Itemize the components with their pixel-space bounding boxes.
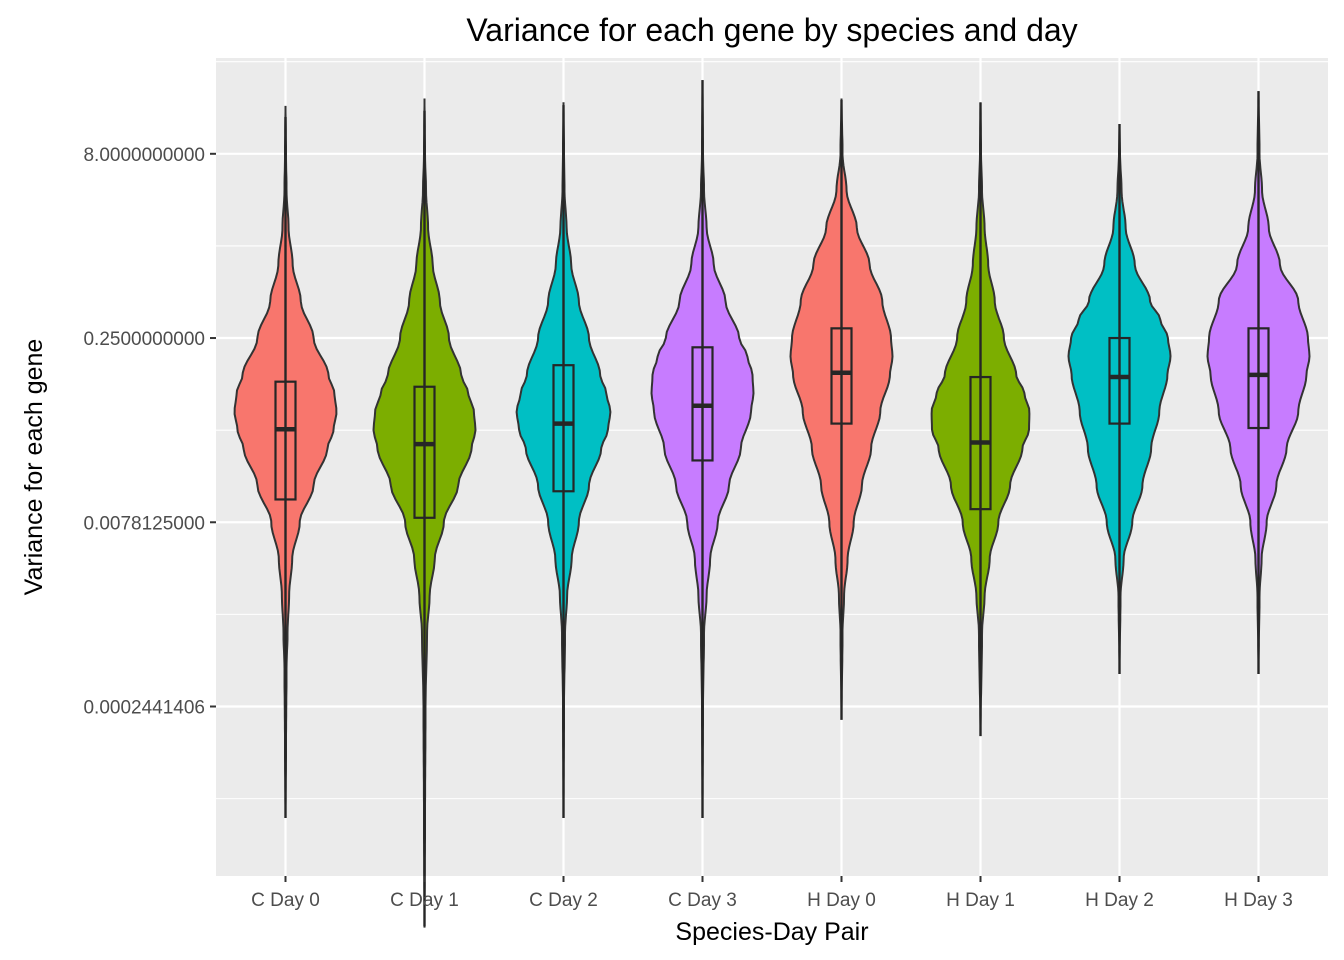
y-axis-ticks: 0.0002441406 0.0078125000 0.2500000000 8.00… [83, 145, 216, 719]
x-axis-title: Species-Day Pair [675, 918, 868, 946]
x-tick-label: C Day 2 [529, 890, 598, 911]
violin-c-day-0 [233, 105, 338, 818]
violin-c-day-2 [515, 102, 612, 818]
violin-h-day-1 [930, 102, 1031, 737]
violin-h-day-2 [1067, 124, 1172, 674]
iqr-box [830, 327, 853, 425]
iqr-box [552, 364, 575, 493]
y-tick-label: 0.0002441406 [83, 698, 205, 719]
panel-background [216, 58, 1328, 876]
x-tick-label: H Day 2 [1085, 890, 1154, 911]
violin-h-day-3 [1206, 91, 1311, 674]
x-tick-label: H Day 3 [1224, 890, 1293, 911]
chart-title: Variance for each gene by species and da… [466, 12, 1077, 48]
y-axis-title: Variance for each gene [20, 339, 48, 596]
x-tick-label: H Day 0 [807, 890, 876, 911]
x-tick-label: C Day 1 [390, 890, 459, 911]
violin-h-day-0 [789, 98, 894, 720]
y-tick-label: 8.0000000000 [83, 145, 205, 166]
iqr-box [1108, 336, 1131, 425]
violin-c-day-1 [372, 98, 477, 928]
x-tick-label: H Day 1 [946, 890, 1015, 911]
iqr-box [1247, 327, 1270, 430]
plot-panel [216, 58, 1328, 928]
iqr-box [413, 385, 436, 519]
x-tick-label: C Day 3 [668, 890, 737, 911]
x-axis-ticks: C Day 0 C Day 1 C Day 2 C Day 3 H Day 0 H Day… [251, 876, 1293, 911]
x-tick-label: C Day 0 [251, 890, 320, 911]
y-tick-label: 0.0078125000 [83, 513, 205, 534]
y-tick-label: 0.2500000000 [83, 329, 205, 350]
iqr-box [274, 380, 297, 501]
violin-c-day-3 [650, 80, 755, 818]
